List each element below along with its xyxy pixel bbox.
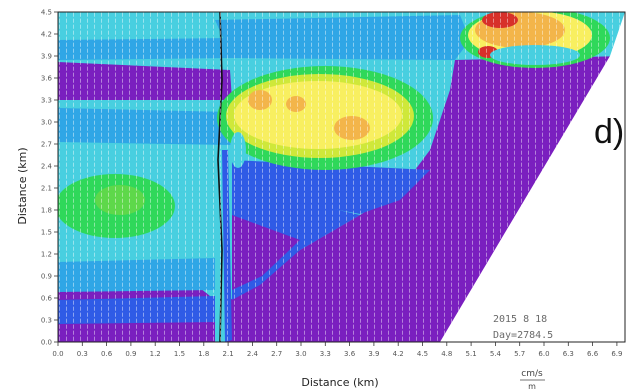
y-tick-label: 2.7 bbox=[41, 141, 52, 149]
y-tick-label: 3.0 bbox=[41, 119, 52, 127]
x-tick-label: 3.3 bbox=[320, 350, 331, 358]
x-tick-label: 4.5 bbox=[417, 350, 428, 358]
x-tick-label: 1.8 bbox=[198, 350, 209, 358]
y-tick-label: 0.3 bbox=[41, 317, 52, 325]
x-tick-label: 6.9 bbox=[611, 350, 622, 358]
missing-data-wedge bbox=[440, 12, 625, 342]
x-tick-label: 2.7 bbox=[271, 350, 282, 358]
y-tick-label: 0.6 bbox=[41, 295, 53, 303]
y-tick-label: 2.4 bbox=[41, 163, 53, 171]
x-tick-label: 3.0 bbox=[295, 350, 306, 358]
panel-label: d) bbox=[594, 113, 625, 151]
y-tick-label: 3.3 bbox=[41, 97, 52, 105]
x-tick-label: 2.1 bbox=[223, 350, 234, 358]
date-annotation: 2015 8 18 bbox=[493, 314, 548, 325]
y-tick-label: 4.2 bbox=[41, 31, 52, 39]
x-tick-label: 0.0 bbox=[52, 350, 63, 358]
axis-ticks: 0.0 0.3 0.6 0.9 1.2 1.5 1.8 2.1 2.4 2.7 3.0 3.3 3.6 3… bbox=[41, 9, 623, 359]
y-axis-label: Distance (km) bbox=[16, 147, 29, 224]
x-tick-label: 5.1 bbox=[466, 350, 477, 358]
y-tick-label: 1.8 bbox=[41, 207, 52, 215]
x-tick-label: 3.6 bbox=[344, 350, 356, 358]
y-tick-label: 1.2 bbox=[41, 251, 52, 259]
x-axis-label: Distance (km) bbox=[301, 376, 378, 389]
y-tick-label: 2.1 bbox=[41, 185, 52, 193]
x-tick-label: 5.7 bbox=[514, 350, 525, 358]
y-tick-label: 3.6 bbox=[41, 75, 53, 83]
y-tick-label: 3.9 bbox=[41, 53, 52, 61]
x-tick-label: 5.4 bbox=[490, 350, 502, 358]
x-tick-label: 4.8 bbox=[441, 350, 452, 358]
y-tick-label: 0.0 bbox=[41, 339, 52, 347]
unit-numerator: cm/s bbox=[521, 369, 543, 379]
x-tick-label: 4.2 bbox=[393, 350, 404, 358]
y-tick-label: 4.5 bbox=[41, 9, 52, 17]
x-tick-label: 6.0 bbox=[538, 350, 549, 358]
x-tick-label: 0.9 bbox=[125, 350, 136, 358]
x-tick-label: 1.5 bbox=[174, 350, 185, 358]
x-tick-label: 3.9 bbox=[368, 350, 379, 358]
x-tick-label: 0.6 bbox=[101, 350, 113, 358]
y-tick-label: 0.9 bbox=[41, 273, 52, 281]
unit-denominator: m bbox=[528, 382, 536, 391]
plot-frame bbox=[57, 11, 626, 343]
x-tick-label: 2.4 bbox=[247, 350, 259, 358]
day-annotation: Day=2784.5 bbox=[493, 330, 554, 341]
x-tick-label: 1.2 bbox=[150, 350, 161, 358]
x-tick-label: 6.3 bbox=[563, 350, 574, 358]
x-tick-label: 0.3 bbox=[77, 350, 88, 358]
y-tick-label: 1.5 bbox=[41, 229, 52, 237]
x-tick-label: 6.6 bbox=[587, 350, 599, 358]
